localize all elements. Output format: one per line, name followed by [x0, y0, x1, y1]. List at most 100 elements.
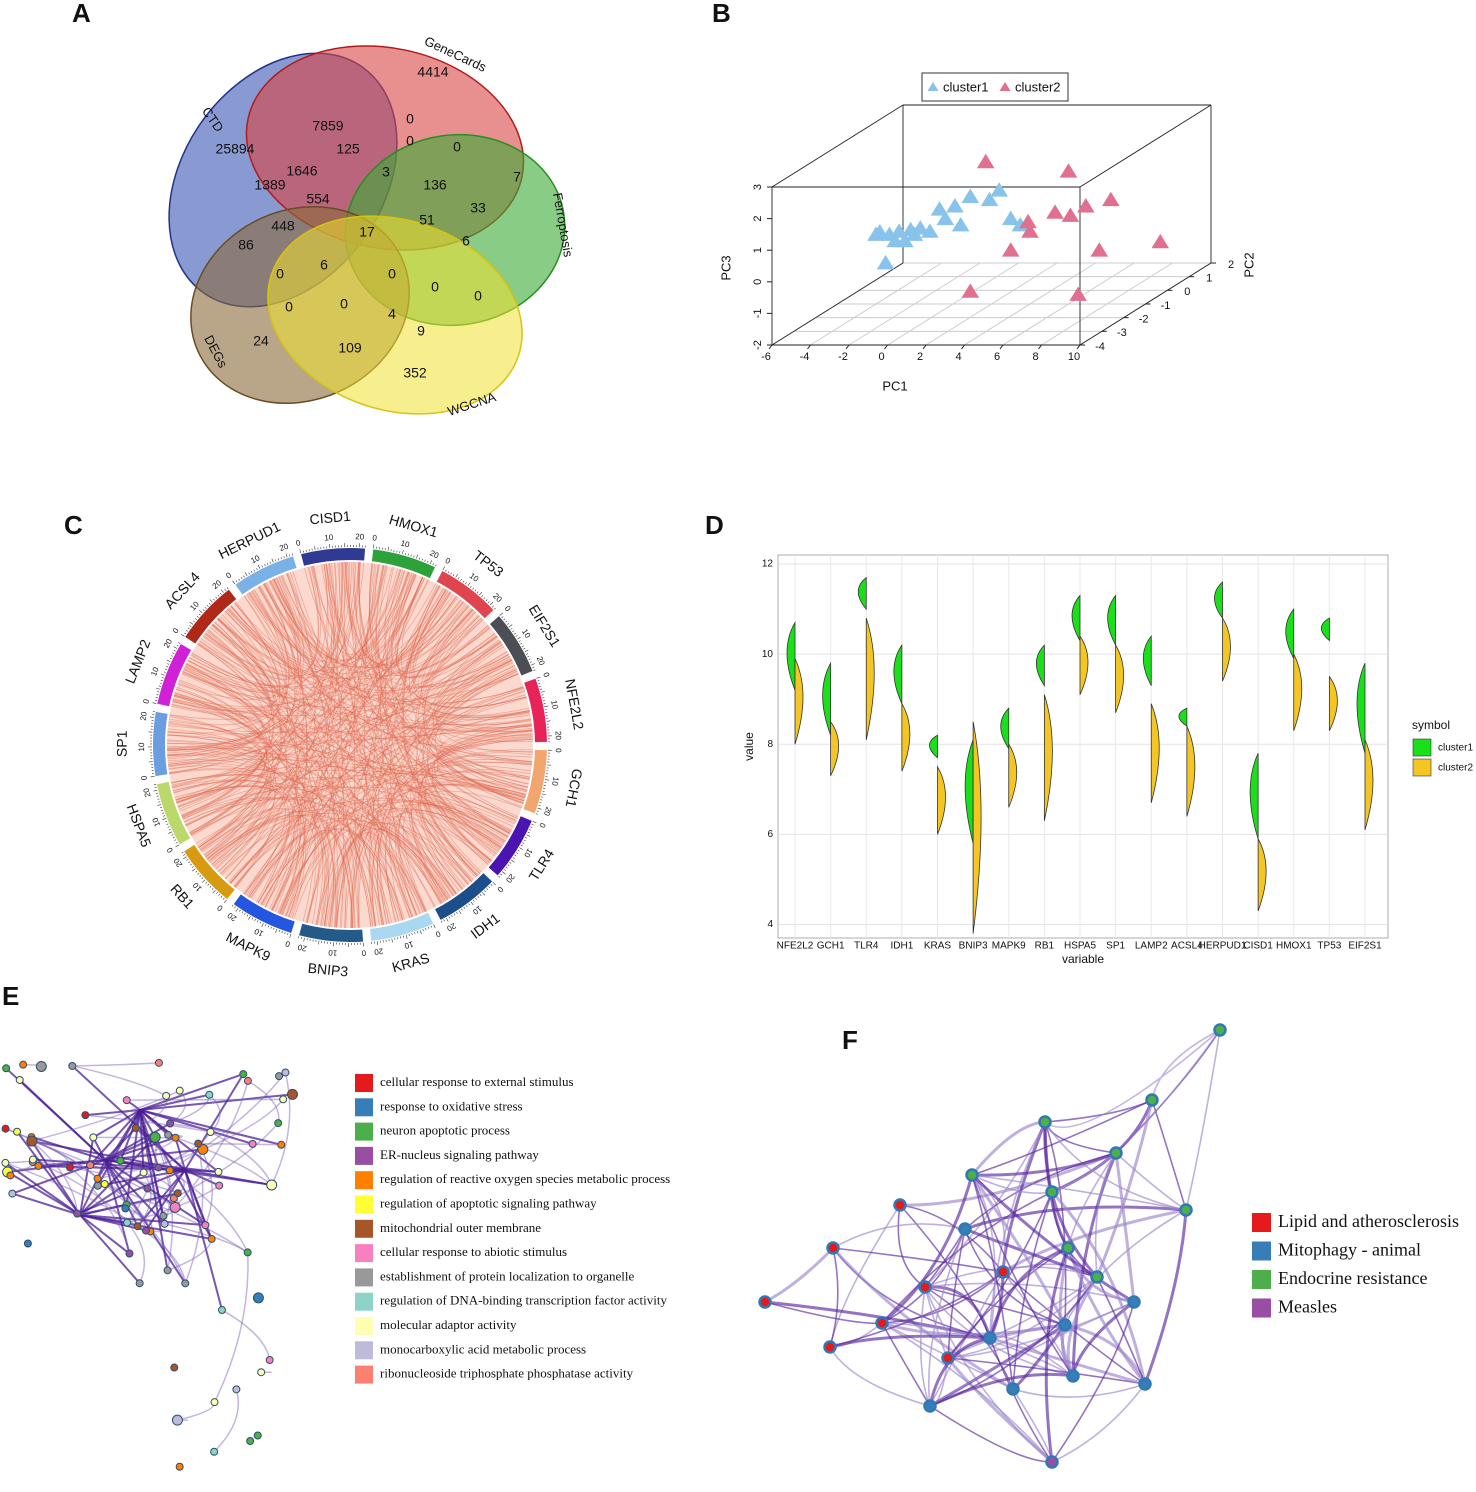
ring-tick	[189, 625, 192, 627]
ring-tick	[167, 663, 170, 665]
ring-tick	[273, 927, 275, 930]
chord	[415, 608, 490, 682]
ring-tick-label: 10	[249, 553, 262, 565]
ring-tick	[472, 587, 474, 590]
ring-tick	[525, 653, 529, 655]
half-violin	[964, 739, 974, 844]
gene-label: MAPK9	[224, 929, 274, 965]
edge	[1066, 1247, 1135, 1304]
chord	[211, 566, 319, 674]
chord	[218, 605, 469, 679]
ring-tick	[218, 893, 221, 896]
chord	[177, 576, 424, 808]
edge	[184, 1143, 204, 1284]
chord	[268, 580, 462, 669]
chord	[181, 643, 271, 817]
node	[210, 1398, 219, 1407]
ring-tick-label: 20	[225, 910, 238, 923]
chord	[206, 615, 283, 860]
chord	[323, 809, 503, 927]
chord	[292, 565, 328, 658]
ring-tick	[512, 857, 515, 859]
ring-tick	[400, 936, 402, 939]
ring-tick	[248, 916, 251, 920]
ring-tick	[501, 616, 504, 618]
legend-label: ER-nucleus signaling pathway	[380, 1147, 539, 1162]
legend-label: regulation of DNA-binding transcription …	[380, 1293, 668, 1308]
chord	[374, 564, 530, 780]
chord	[167, 585, 290, 749]
x-axis-label: PC1	[882, 378, 907, 393]
legend-label: ribonucleoside triphosphate phosphatase …	[380, 1366, 634, 1381]
ring-tick	[516, 852, 519, 854]
ring-tick	[156, 694, 159, 696]
chord	[440, 730, 533, 765]
ring-tick	[173, 646, 178, 649]
point	[946, 198, 964, 213]
chord	[409, 585, 527, 796]
half-violin	[1257, 837, 1267, 912]
chord	[431, 729, 533, 851]
half-violin	[972, 721, 982, 934]
node	[121, 1204, 130, 1213]
edge	[104, 1159, 166, 1225]
chord	[437, 736, 533, 819]
node	[210, 1447, 219, 1456]
ring-tick	[518, 640, 521, 642]
ring-tick	[158, 685, 161, 687]
ring-tick	[479, 894, 482, 897]
chord	[175, 785, 286, 897]
z-axis-label: PC3	[718, 255, 733, 280]
venn-count: 0	[340, 296, 348, 312]
chord	[371, 769, 531, 927]
chord	[179, 601, 464, 812]
chord	[307, 564, 379, 924]
chord	[424, 730, 533, 877]
ring-tick	[529, 661, 532, 663]
chord	[286, 573, 525, 802]
ring-tick-label: 0	[165, 845, 175, 854]
ring-tick	[505, 866, 508, 869]
legend-swatch	[1252, 1213, 1271, 1232]
ring-tick-label: 0	[372, 533, 378, 543]
edge	[169, 1169, 249, 1253]
edge	[1002, 1271, 1146, 1385]
ring-tick-label: 10	[327, 948, 337, 958]
legend-swatch	[355, 1365, 373, 1384]
chord	[205, 565, 387, 858]
chord	[329, 822, 472, 927]
ring-tick	[318, 940, 320, 945]
venn-count: 6	[320, 257, 328, 273]
point	[990, 182, 1008, 197]
ring-tick	[539, 688, 543, 690]
chord	[271, 574, 417, 911]
chord	[273, 578, 498, 680]
edge	[1051, 1301, 1135, 1463]
chord	[233, 818, 451, 899]
x-tick-label: HMOX1	[1276, 941, 1312, 952]
venn-count: 1646	[286, 163, 317, 179]
ring-tick	[514, 854, 517, 857]
ring-tick	[153, 789, 158, 792]
point	[951, 217, 970, 232]
venn-set	[267, 215, 523, 415]
chord	[273, 562, 336, 659]
chord	[167, 672, 519, 735]
ring-tick	[527, 831, 530, 834]
chord	[228, 822, 330, 927]
edge	[76, 1169, 186, 1215]
legend-swatch	[1412, 758, 1432, 777]
edge	[1071, 1152, 1118, 1377]
edge	[989, 1276, 1098, 1339]
ring-tick	[185, 630, 188, 632]
edge	[1050, 1190, 1147, 1385]
ring-tick	[208, 602, 211, 605]
edge	[929, 1405, 1053, 1463]
chord	[200, 770, 530, 851]
node	[232, 1385, 241, 1394]
chord-segment	[185, 589, 237, 644]
half-violin	[1364, 739, 1374, 830]
edge	[1094, 1152, 1117, 1278]
ring-tick	[505, 620, 508, 623]
ring-tick	[254, 918, 256, 921]
